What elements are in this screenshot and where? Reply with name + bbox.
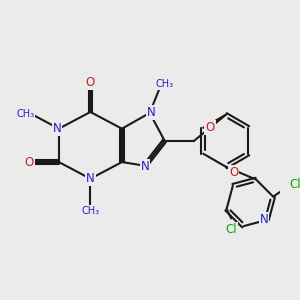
Text: N: N [147, 106, 156, 119]
Text: Cl: Cl [290, 178, 300, 191]
Text: CH₃: CH₃ [155, 79, 174, 89]
Text: N: N [86, 172, 95, 185]
Text: O: O [229, 166, 238, 179]
Text: Cl: Cl [225, 223, 237, 236]
Text: N: N [260, 213, 268, 226]
Text: N: N [141, 160, 149, 173]
Text: CH₃: CH₃ [81, 206, 100, 216]
Text: N: N [52, 122, 62, 135]
Text: O: O [206, 121, 214, 134]
Text: CH₃: CH₃ [16, 109, 34, 119]
Text: O: O [86, 76, 95, 89]
Text: O: O [25, 156, 34, 169]
